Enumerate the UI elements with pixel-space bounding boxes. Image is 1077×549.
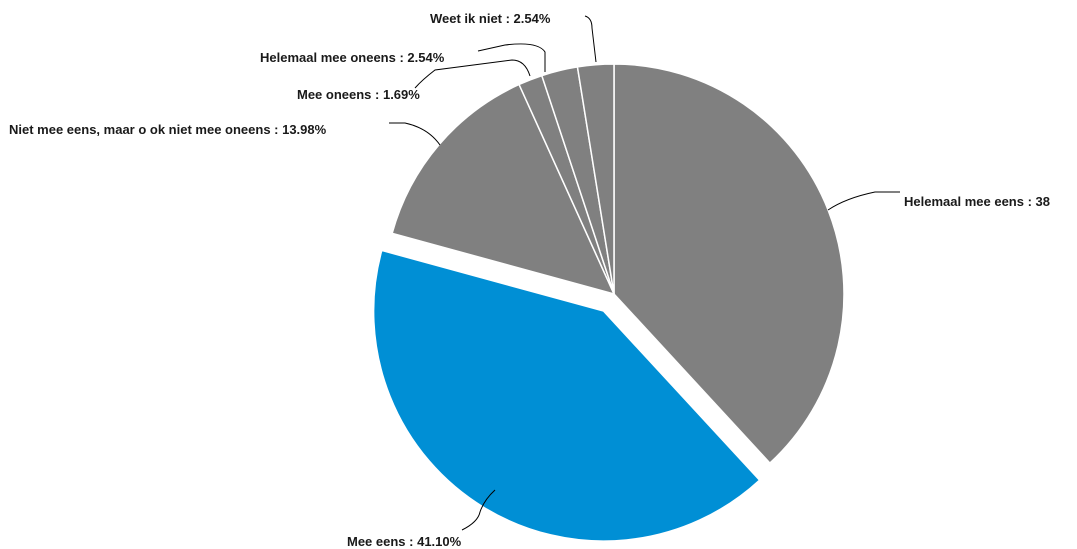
pie-slice-mee-eens	[372, 249, 761, 542]
data-label-weet-ik-niet: Weet ik niet : 2.54%	[430, 11, 551, 26]
leader-line-mee-eens	[461, 489, 496, 531]
data-label-mee-eens: Mee eens : 41.10%	[347, 534, 462, 549]
data-label-helemaal-mee-oneens: Helemaal mee oneens : 2.54%	[260, 50, 445, 65]
pie-slice-niet-mee-eens-maar-o-ok-niet-mee-oneens	[391, 83, 616, 296]
leader-line-weet-ik-niet	[584, 15, 597, 63]
pie-slices	[372, 63, 845, 542]
data-label-mee-oneens: Mee oneens : 1.69%	[297, 87, 420, 102]
pie-slice-weet-ik-niet	[576, 63, 615, 295]
data-label-niet-mee-eens-niet-oneens: Niet mee eens, maar o ok niet mee oneens…	[9, 122, 327, 137]
leader-line-mee-oneens	[414, 59, 531, 89]
leader-line-helemaal-mee-eens	[827, 191, 900, 211]
leader-line-helemaal-mee-oneens	[477, 43, 546, 72]
data-labels: Helemaal mee eens : 38 Mee eens : 41.10%…	[9, 11, 1050, 549]
leader-line-niet-mee-eens-maar-o-ok-niet-mee-oneens	[389, 122, 441, 146]
data-label-helemaal-mee-eens: Helemaal mee eens : 38	[904, 194, 1050, 209]
leader-lines	[389, 15, 900, 531]
